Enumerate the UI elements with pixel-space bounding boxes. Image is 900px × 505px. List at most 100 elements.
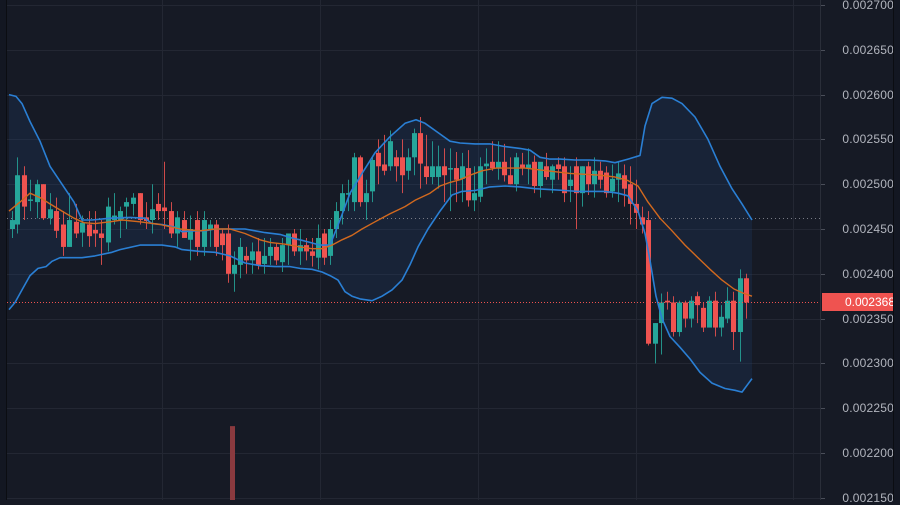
candle-body[interactable]: [298, 245, 303, 252]
candle-body[interactable]: [653, 323, 658, 344]
candle-body[interactable]: [41, 184, 46, 219]
candle-body[interactable]: [454, 168, 459, 180]
candle-body[interactable]: [520, 164, 525, 169]
candle-body[interactable]: [188, 229, 193, 240]
candle-body[interactable]: [10, 220, 15, 229]
candle-body[interactable]: [586, 166, 591, 185]
candle-body[interactable]: [175, 217, 180, 234]
candle-body[interactable]: [659, 302, 664, 324]
candle-body[interactable]: [358, 157, 363, 203]
candle-body[interactable]: [412, 133, 417, 158]
price-axis[interactable]: 0.002700 0.002650 0.002600 0.002550 0.002500…: [820, 0, 900, 505]
candle-body[interactable]: [592, 170, 597, 185]
candle-body[interactable]: [406, 157, 411, 171]
candle-body[interactable]: [550, 166, 555, 180]
candle-body[interactable]: [738, 278, 743, 333]
candle-body[interactable]: [568, 179, 573, 186]
candle-body[interactable]: [394, 157, 399, 167]
candle-body[interactable]: [490, 161, 495, 169]
candle-body[interactable]: [87, 224, 92, 237]
candle-body[interactable]: [334, 211, 339, 229]
candle-body[interactable]: [719, 316, 724, 328]
candle-body[interactable]: [418, 133, 423, 164]
candle-body[interactable]: [346, 193, 351, 195]
candle-body[interactable]: [150, 209, 155, 221]
candle-body[interactable]: [514, 157, 519, 185]
candle-body[interactable]: [93, 229, 98, 234]
candle-body[interactable]: [268, 246, 273, 256]
candle-body[interactable]: [701, 307, 706, 328]
candle-body[interactable]: [448, 168, 453, 170]
candle-body[interactable]: [610, 178, 615, 192]
candle-body[interactable]: [67, 220, 72, 247]
candle-body[interactable]: [580, 166, 585, 194]
candle-body[interactable]: [677, 302, 682, 333]
candle-body[interactable]: [54, 211, 59, 231]
candle-body[interactable]: [106, 206, 111, 243]
candle-body[interactable]: [604, 172, 609, 194]
candle-body[interactable]: [442, 166, 447, 176]
candle-body[interactable]: [400, 157, 405, 176]
candle-body[interactable]: [256, 251, 261, 265]
candle-body[interactable]: [622, 175, 627, 189]
candle-body[interactable]: [74, 221, 79, 234]
candle-body[interactable]: [671, 302, 676, 333]
candle-body[interactable]: [28, 199, 33, 201]
candle-body[interactable]: [35, 184, 40, 203]
candle-body[interactable]: [683, 302, 688, 319]
candle-body[interactable]: [544, 166, 549, 178]
candle-body[interactable]: [238, 246, 243, 265]
candle-body[interactable]: [80, 222, 85, 233]
candle-body[interactable]: [436, 166, 441, 178]
candle-body[interactable]: [220, 233, 225, 246]
candle-body[interactable]: [48, 209, 53, 219]
candle-body[interactable]: [61, 224, 66, 247]
candle-body[interactable]: [496, 161, 501, 169]
candle-body[interactable]: [202, 220, 207, 247]
candle-body[interactable]: [574, 166, 579, 194]
candle-body[interactable]: [352, 157, 357, 203]
candle-body[interactable]: [460, 166, 465, 179]
candle-body[interactable]: [713, 300, 718, 328]
candle-body[interactable]: [208, 224, 213, 229]
candle-body[interactable]: [725, 300, 730, 319]
candle-body[interactable]: [22, 175, 27, 207]
candle-body[interactable]: [472, 193, 477, 201]
candle-body[interactable]: [364, 193, 369, 203]
candle-body[interactable]: [316, 237, 321, 258]
candle-body[interactable]: [280, 245, 285, 263]
candle-body[interactable]: [226, 233, 231, 274]
candle-body[interactable]: [665, 300, 670, 303]
candle-body[interactable]: [340, 193, 345, 212]
candle-body[interactable]: [138, 193, 143, 221]
candle-body[interactable]: [731, 300, 736, 333]
candle-body[interactable]: [526, 164, 531, 169]
candle-body[interactable]: [628, 184, 633, 204]
candle-body[interactable]: [508, 175, 513, 185]
candle-body[interactable]: [195, 220, 200, 247]
chart-plot-area[interactable]: [0, 0, 820, 500]
candle-body[interactable]: [376, 152, 381, 167]
candle-body[interactable]: [382, 164, 387, 171]
candle-body[interactable]: [286, 233, 291, 246]
candle-body[interactable]: [430, 166, 435, 178]
candle-body[interactable]: [131, 197, 136, 204]
candle-body[interactable]: [744, 278, 749, 303]
candle-body[interactable]: [262, 255, 267, 264]
candle-body[interactable]: [310, 251, 315, 256]
candle-body[interactable]: [250, 251, 255, 261]
candle-body[interactable]: [532, 161, 537, 186]
candle-body[interactable]: [707, 300, 712, 328]
candle-body[interactable]: [124, 202, 129, 207]
candle-body[interactable]: [466, 168, 471, 201]
candle-body[interactable]: [538, 161, 543, 186]
candle-body[interactable]: [689, 300, 694, 319]
candle-body[interactable]: [424, 166, 429, 178]
candle-body[interactable]: [556, 164, 561, 169]
candle-body[interactable]: [646, 220, 651, 344]
candle-body[interactable]: [118, 211, 123, 221]
candle-body[interactable]: [15, 175, 20, 225]
candle-body[interactable]: [562, 166, 567, 194]
candle-body[interactable]: [274, 246, 279, 261]
